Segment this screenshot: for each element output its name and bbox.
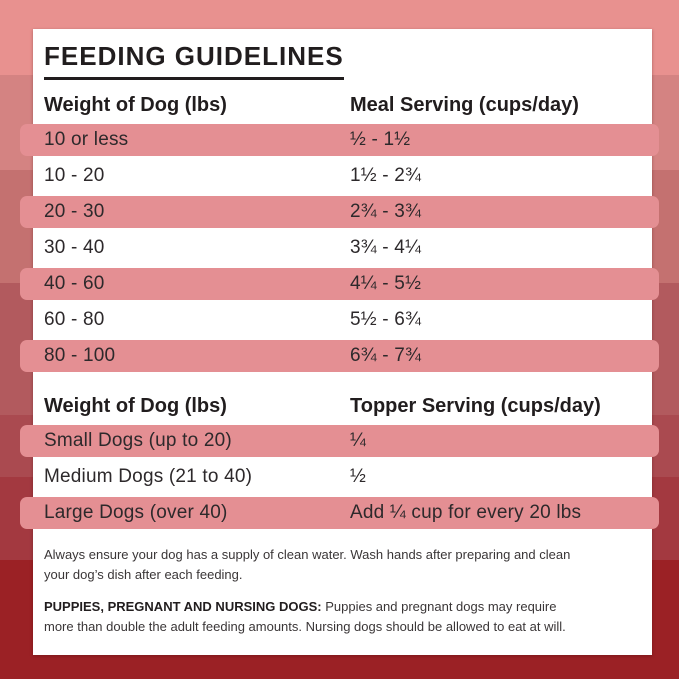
table-row: 30 - 40 3¾ - 4¼ — [20, 232, 659, 264]
serving-cell: ¼ — [350, 429, 367, 451]
serving-cell: ½ — [350, 465, 367, 487]
table-row: Small Dogs (up to 20) ¼ — [20, 424, 659, 457]
meal-table-header: Weight of Dog (lbs) Meal Serving (cups/d… — [44, 95, 640, 115]
water-note-line2: your dog’s dish after each feeding. — [44, 566, 243, 582]
table-row: Medium Dogs (21 to 40) ½ — [20, 461, 659, 493]
special-note: PUPPIES, PREGNANT AND NURSING DOGS: Pupp… — [44, 597, 640, 637]
page-title: FEEDING GUIDELINES — [44, 42, 344, 80]
weight-cell: 60 - 80 — [44, 308, 105, 330]
table-row: 20 - 30 2¾ - 3¾ — [20, 195, 659, 228]
table-row: 80 - 100 6¾ - 7¾ — [20, 339, 659, 372]
serving-cell: 3¾ - 4¼ — [350, 236, 422, 258]
weight-cell: Medium Dogs (21 to 40) — [44, 465, 253, 487]
weight-cell: 20 - 30 — [44, 200, 105, 222]
serving-cell: 4¼ - 5½ — [350, 272, 422, 294]
special-note-line2: more than double the adult feeding amoun… — [44, 618, 566, 634]
special-note-line1: PUPPIES, PREGNANT AND NURSING DOGS: Pupp… — [44, 597, 640, 617]
serving-cell: 6¾ - 7¾ — [350, 344, 422, 366]
table-row: 40 - 60 4¼ - 5½ — [20, 267, 659, 300]
serving-cell: Add ¼ cup for every 20 lbs — [350, 501, 582, 523]
topper-table: Small Dogs (up to 20) ¼ Medium Dogs (21 … — [20, 424, 659, 529]
weight-cell: 30 - 40 — [44, 236, 105, 258]
meal-table-header-serving: Meal Serving (cups/day) — [350, 93, 579, 116]
table-row: 10 or less ½ - 1½ — [20, 123, 659, 156]
weight-cell: 80 - 100 — [44, 344, 116, 366]
table-row: Large Dogs (over 40) Add ¼ cup for every… — [20, 496, 659, 529]
weight-cell: 10 or less — [44, 128, 129, 150]
weight-cell: 40 - 60 — [44, 272, 105, 294]
weight-cell: Small Dogs (up to 20) — [44, 429, 232, 451]
guidelines-card: FEEDING GUIDELINES Weight of Dog (lbs) M… — [20, 29, 659, 655]
serving-cell: 5½ - 6¾ — [350, 308, 422, 330]
table-row: 60 - 80 5½ - 6¾ — [20, 304, 659, 336]
special-note-label: PUPPIES, PREGNANT AND NURSING DOGS: — [44, 598, 322, 614]
serving-cell: ½ - 1½ — [350, 128, 411, 150]
serving-cell: 2¾ - 3¾ — [350, 200, 422, 222]
weight-cell: Large Dogs (over 40) — [44, 501, 228, 523]
meal-table-header-weight: Weight of Dog (lbs) — [44, 93, 227, 116]
serving-cell: 1½ - 2¾ — [350, 164, 422, 186]
footnotes: Always ensure your dog has a supply of c… — [44, 545, 640, 637]
topper-table-header-serving: Topper Serving (cups/day) — [350, 394, 601, 417]
water-note-line1: Always ensure your dog has a supply of c… — [44, 546, 571, 562]
water-note: Always ensure your dog has a supply of c… — [44, 545, 640, 585]
table-row: 10 - 20 1½ - 2¾ — [20, 160, 659, 192]
special-note-line1-rest: Puppies and pregnant dogs may require — [321, 598, 557, 614]
topper-table-header-weight: Weight of Dog (lbs) — [44, 394, 227, 417]
meal-table: 10 or less ½ - 1½ 10 - 20 1½ - 2¾ 20 - 3… — [20, 123, 659, 372]
weight-cell: 10 - 20 — [44, 164, 105, 186]
topper-table-header: Weight of Dog (lbs) Topper Serving (cups… — [44, 396, 640, 416]
